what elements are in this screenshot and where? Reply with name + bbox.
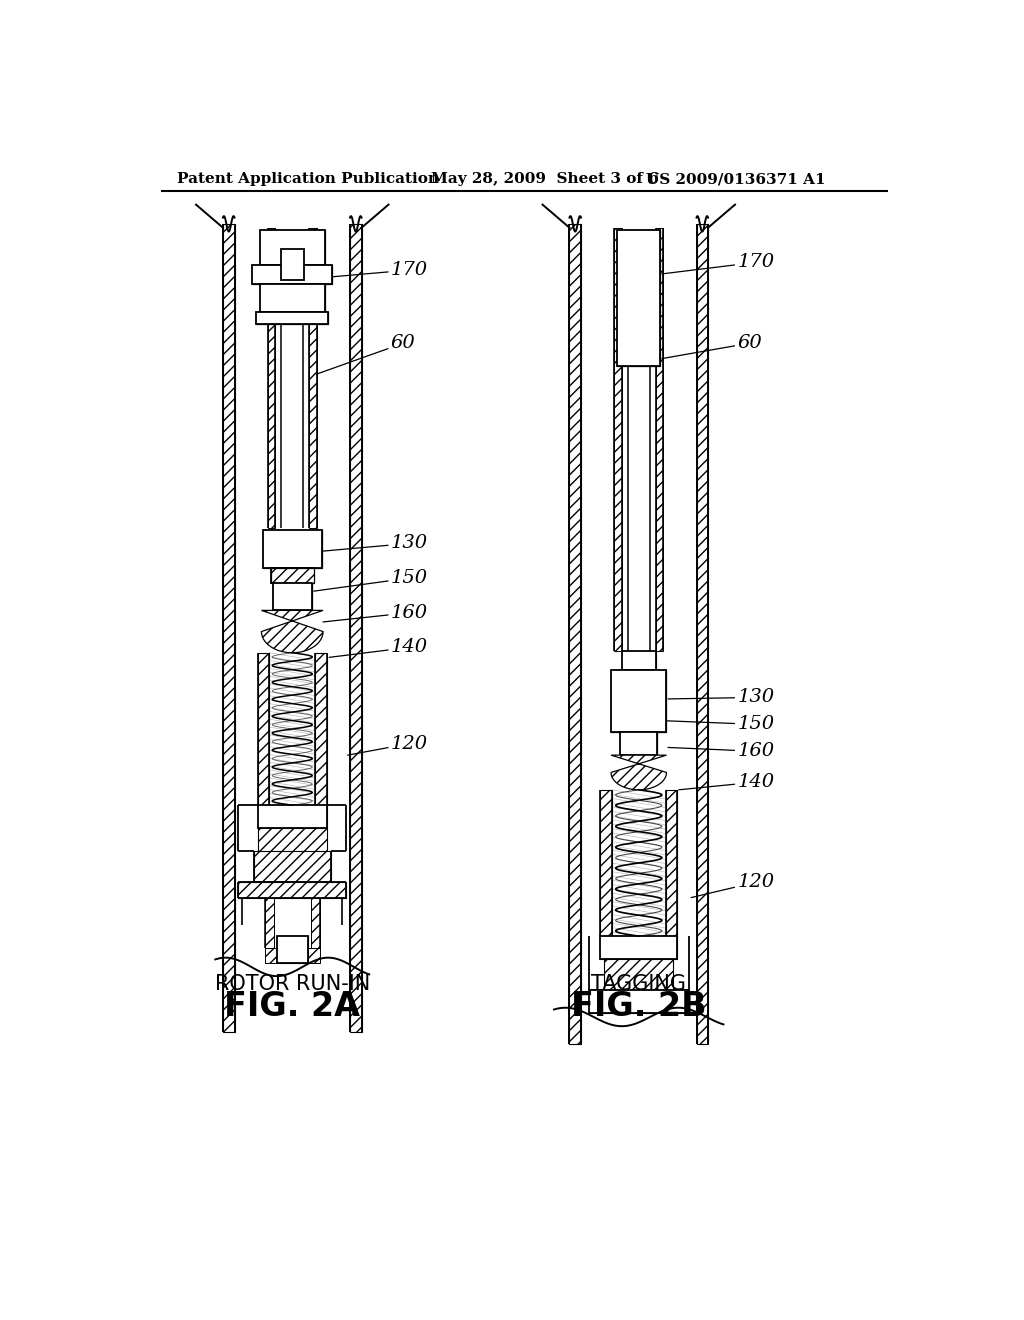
Bar — [666, 789, 677, 936]
Text: May 28, 2009  Sheet 3 of 6: May 28, 2009 Sheet 3 of 6 — [431, 172, 658, 186]
Bar — [604, 960, 674, 998]
Text: 170: 170 — [322, 261, 428, 279]
Bar — [263, 529, 322, 568]
Text: 130: 130 — [668, 689, 774, 706]
Bar — [621, 733, 657, 755]
Text: US 2009/0136371 A1: US 2009/0136371 A1 — [646, 172, 826, 186]
Bar — [600, 936, 677, 960]
Bar — [600, 936, 677, 960]
Bar — [252, 264, 333, 284]
Bar — [617, 230, 660, 367]
Bar — [569, 224, 581, 1044]
Bar — [273, 583, 311, 610]
Bar — [263, 529, 322, 568]
Bar — [621, 733, 657, 755]
Text: 120: 120 — [348, 735, 428, 755]
Bar — [611, 671, 667, 733]
Text: 60: 60 — [316, 334, 416, 374]
Bar — [617, 230, 660, 367]
Bar — [260, 230, 325, 264]
Bar — [264, 948, 276, 964]
Polygon shape — [611, 755, 667, 789]
Bar — [239, 882, 346, 898]
Bar — [622, 651, 655, 671]
Bar — [258, 653, 269, 805]
Bar — [270, 568, 313, 583]
Bar — [281, 249, 304, 280]
Text: FIG. 2A: FIG. 2A — [224, 990, 360, 1023]
Bar — [655, 227, 664, 651]
Text: 130: 130 — [323, 535, 428, 552]
Bar — [309, 227, 316, 528]
Bar — [260, 284, 325, 313]
Bar — [611, 671, 667, 733]
Bar — [258, 805, 327, 829]
Text: 160: 160 — [323, 603, 428, 622]
Bar — [276, 936, 307, 964]
Bar — [600, 789, 611, 936]
Bar — [589, 990, 689, 1014]
Bar — [223, 224, 234, 1032]
Bar — [260, 230, 325, 264]
Text: 160: 160 — [668, 742, 774, 760]
Bar — [267, 227, 275, 528]
Text: 170: 170 — [662, 253, 774, 275]
Text: 140: 140 — [330, 639, 428, 657]
Bar — [589, 990, 689, 1014]
Polygon shape — [261, 610, 323, 652]
Bar — [252, 264, 333, 284]
Bar — [264, 898, 273, 948]
Bar — [258, 829, 327, 867]
Bar — [256, 313, 329, 323]
Text: Patent Application Publication: Patent Application Publication — [177, 172, 438, 186]
Text: 140: 140 — [679, 774, 774, 791]
Text: 120: 120 — [691, 874, 774, 898]
Bar — [307, 948, 319, 964]
Bar — [276, 936, 307, 964]
Bar — [350, 224, 361, 1032]
Text: FIG. 2B: FIG. 2B — [571, 990, 707, 1023]
Text: 150: 150 — [658, 715, 774, 734]
Bar — [315, 653, 327, 805]
Bar — [260, 284, 325, 313]
Bar — [254, 851, 331, 882]
Bar — [258, 805, 327, 829]
Bar — [310, 898, 319, 948]
Bar — [256, 313, 329, 323]
Bar — [614, 227, 622, 651]
Text: TAGGING: TAGGING — [591, 974, 686, 994]
Bar — [270, 568, 313, 583]
Text: 60: 60 — [662, 334, 762, 359]
Text: ROTOR RUN-IN: ROTOR RUN-IN — [215, 974, 370, 994]
Text: 150: 150 — [313, 569, 428, 591]
Bar — [696, 224, 708, 1044]
Bar — [622, 651, 655, 671]
Bar — [273, 583, 311, 610]
